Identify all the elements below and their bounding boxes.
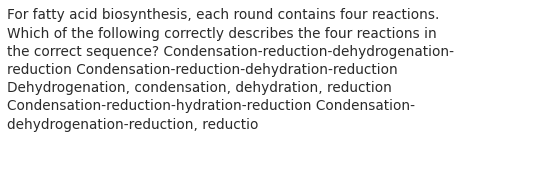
Text: For fatty acid biosynthesis, each round contains four reactions.
Which of the fo: For fatty acid biosynthesis, each round … <box>7 8 454 132</box>
